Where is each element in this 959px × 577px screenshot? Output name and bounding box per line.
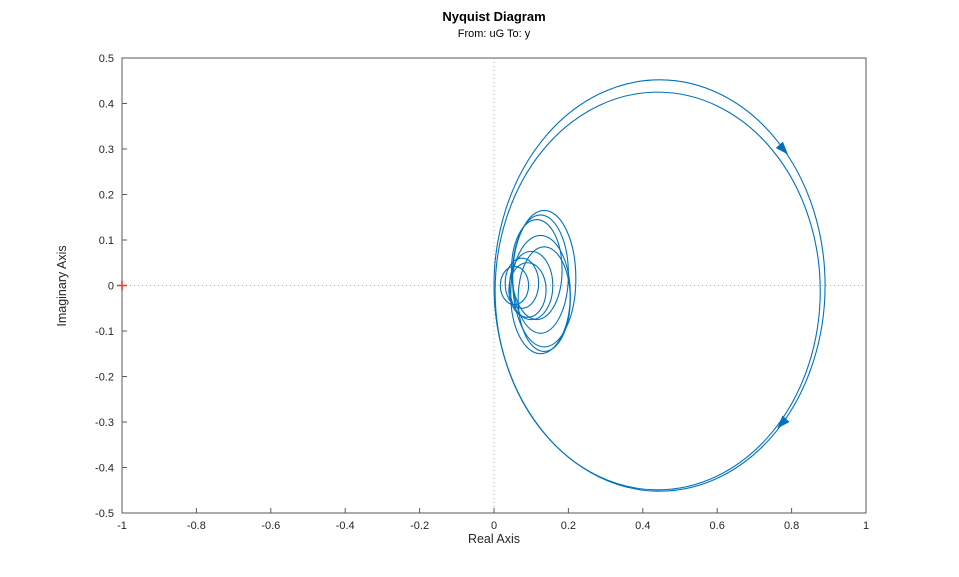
x-tick-label: -0.2 [410, 520, 429, 532]
nyquist-curve-outer-loop [494, 91, 821, 491]
chart-subtitle: From: uG To: y [457, 28, 531, 40]
x-tick-label: 1 [863, 520, 869, 532]
nyquist-curve-inner-loop [517, 246, 571, 353]
x-tick-label: -0.4 [336, 520, 355, 532]
x-axis-label: Real Axis [467, 532, 521, 546]
x-tick-label: 0.6 [710, 520, 725, 532]
direction-arrow-icon [775, 141, 789, 155]
x-tick-label: 0.4 [635, 520, 650, 532]
nyquist-curve-inner-loop [504, 257, 540, 309]
y-tick-label: -0.3 [95, 417, 114, 429]
nyquist-curve-inner-loop [499, 265, 530, 306]
y-axis-label: Imaginary Axis [55, 245, 69, 327]
y-tick-label: 0.4 [99, 99, 114, 111]
y-tick-label: 0.3 [99, 144, 114, 156]
y-tick-label: -0.2 [95, 372, 114, 384]
x-tick-label: -0.8 [187, 520, 206, 532]
y-tick-label: -0.1 [95, 326, 114, 338]
x-tick-label: -0.6 [261, 520, 280, 532]
y-tick-label: 0.2 [99, 190, 114, 202]
chart-title: Nyquist Diagram [442, 9, 546, 24]
direction-arrow-icon [777, 415, 790, 429]
x-tick-label: -1 [117, 520, 127, 532]
y-tick-label: 0 [108, 281, 114, 293]
y-tick-label: -0.5 [95, 508, 114, 520]
nyquist-curve-inner-loop [508, 262, 547, 318]
x-tick-label: 0.8 [784, 520, 799, 532]
y-tick-label: 0.5 [99, 53, 114, 65]
y-tick-label: 0.1 [99, 235, 114, 247]
x-tick-label: 0 [491, 520, 497, 532]
nyquist-curve-outer-loop [493, 79, 826, 492]
x-tick-label: 0.2 [561, 520, 576, 532]
critical-point-marker [117, 280, 127, 291]
y-tick-label: -0.4 [95, 463, 114, 475]
